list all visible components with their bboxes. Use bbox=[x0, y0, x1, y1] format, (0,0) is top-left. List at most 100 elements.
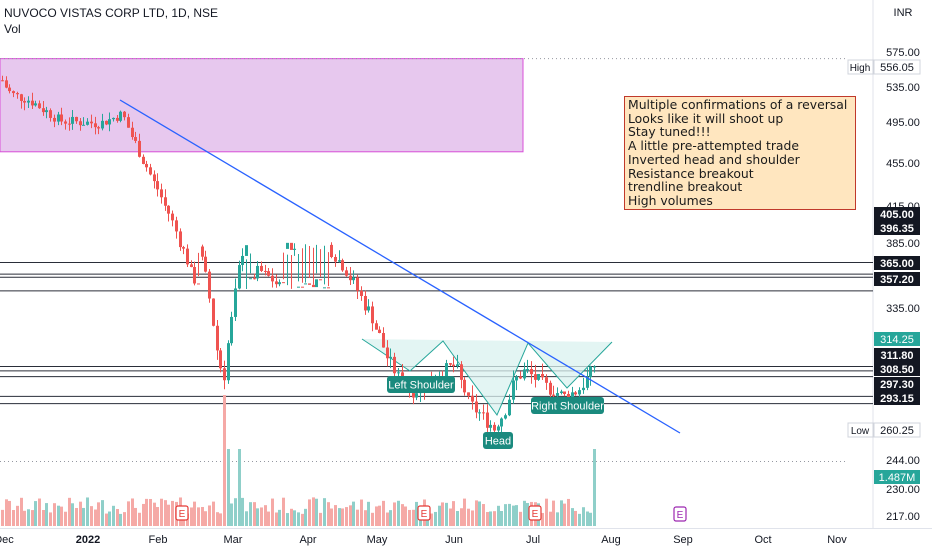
candle-body bbox=[560, 391, 563, 394]
volume-bar bbox=[589, 512, 592, 526]
volume-bar bbox=[260, 507, 263, 526]
trendline bbox=[119, 99, 681, 434]
volume-bar bbox=[401, 504, 404, 526]
candles-group bbox=[1, 75, 596, 439]
price-tick-label: 244.00 bbox=[886, 455, 920, 467]
volume-bar bbox=[267, 511, 270, 526]
candle-body bbox=[467, 392, 470, 396]
volume-bar bbox=[360, 499, 363, 526]
candle-body bbox=[475, 401, 478, 413]
earnings-marker-label: E bbox=[421, 509, 428, 520]
candle-body bbox=[338, 260, 341, 262]
volume-bar bbox=[345, 507, 348, 526]
volume-bar bbox=[8, 500, 11, 526]
volume-bar bbox=[489, 511, 492, 526]
pattern-label: Right Shoulder bbox=[531, 401, 604, 413]
candle-body bbox=[219, 350, 222, 369]
volume-bar bbox=[308, 499, 311, 526]
price-label: 405.00 bbox=[880, 209, 914, 221]
candle-body bbox=[204, 256, 207, 272]
volume-bar bbox=[493, 511, 496, 526]
volume-bar bbox=[253, 502, 256, 526]
volume-bar bbox=[471, 510, 474, 526]
candle-body bbox=[68, 123, 71, 125]
candle-body bbox=[378, 329, 381, 333]
volume-bar bbox=[545, 498, 548, 526]
price-label: 314.25 bbox=[880, 334, 914, 346]
candle-body bbox=[312, 284, 315, 288]
price-label-box bbox=[874, 348, 920, 362]
note-line: Resistance breakout bbox=[628, 165, 754, 181]
candle-body bbox=[97, 127, 100, 129]
pattern-fill bbox=[362, 339, 612, 415]
volume-bar bbox=[216, 512, 219, 526]
volume-bar bbox=[482, 504, 485, 526]
volume-bar bbox=[563, 503, 566, 526]
price-label-box bbox=[874, 377, 920, 391]
price-label: 260.25 bbox=[880, 425, 914, 437]
candle-body bbox=[175, 220, 178, 232]
volume-bar bbox=[112, 505, 115, 526]
volume-bar bbox=[486, 512, 489, 526]
candle-body bbox=[493, 424, 496, 431]
price-label-box bbox=[874, 221, 920, 235]
volume-bar bbox=[497, 505, 500, 526]
price-tick-label: 217.00 bbox=[886, 511, 920, 523]
candle-body bbox=[212, 298, 215, 326]
candle-body bbox=[190, 264, 193, 267]
volume-bar bbox=[145, 498, 148, 526]
candle-body bbox=[537, 374, 540, 380]
volume-bar bbox=[131, 498, 134, 526]
candle-body bbox=[360, 290, 363, 296]
candle-body bbox=[541, 374, 544, 378]
volume-bar bbox=[238, 449, 241, 526]
volume-bar bbox=[315, 498, 318, 526]
pattern-label-box bbox=[483, 432, 513, 449]
candle-body bbox=[179, 231, 182, 248]
price-label: 308.50 bbox=[880, 364, 914, 376]
candle-body bbox=[49, 110, 52, 118]
candle-body bbox=[94, 123, 97, 128]
candle-body bbox=[552, 394, 555, 396]
candle-body bbox=[160, 189, 163, 198]
volume-bar bbox=[227, 449, 230, 526]
volume-bar bbox=[271, 498, 274, 526]
candle-body bbox=[356, 277, 359, 291]
candle-body bbox=[382, 332, 385, 348]
volume-bar bbox=[393, 502, 396, 526]
candle-body bbox=[534, 374, 537, 380]
volume-bar bbox=[204, 511, 207, 526]
candle-body bbox=[460, 364, 463, 380]
volume-bar bbox=[27, 509, 30, 526]
candle-body bbox=[86, 121, 89, 125]
volume-bar bbox=[582, 507, 585, 526]
candle-body bbox=[71, 116, 74, 124]
volume-bar bbox=[408, 509, 411, 526]
candle-body bbox=[153, 174, 156, 182]
volume-bar bbox=[463, 498, 466, 526]
candle-body bbox=[238, 265, 241, 289]
volume-bar bbox=[223, 395, 226, 526]
earnings-marker bbox=[417, 505, 431, 521]
time-axis-label: Nov bbox=[827, 534, 847, 546]
candle-body bbox=[389, 356, 392, 359]
resistance-zone bbox=[0, 58, 524, 153]
volume-bar bbox=[445, 502, 448, 526]
volume-bar bbox=[334, 505, 337, 526]
candle-body bbox=[8, 87, 11, 92]
candle-body bbox=[393, 356, 396, 374]
volume-bar bbox=[338, 508, 341, 526]
time-axis-label: Dec bbox=[0, 534, 14, 546]
volume-bar bbox=[71, 503, 74, 526]
volume-bar bbox=[60, 506, 63, 526]
price-tag: Low bbox=[851, 426, 870, 437]
volume-bar bbox=[97, 502, 100, 526]
candle-body bbox=[230, 316, 233, 344]
note-box[interactable]: Multiple confirmations of a reversal Loo… bbox=[624, 96, 856, 210]
time-axis-label: Feb bbox=[149, 534, 168, 546]
candle-body bbox=[45, 110, 48, 113]
candle-body bbox=[482, 412, 485, 414]
volume-bar bbox=[153, 502, 156, 526]
